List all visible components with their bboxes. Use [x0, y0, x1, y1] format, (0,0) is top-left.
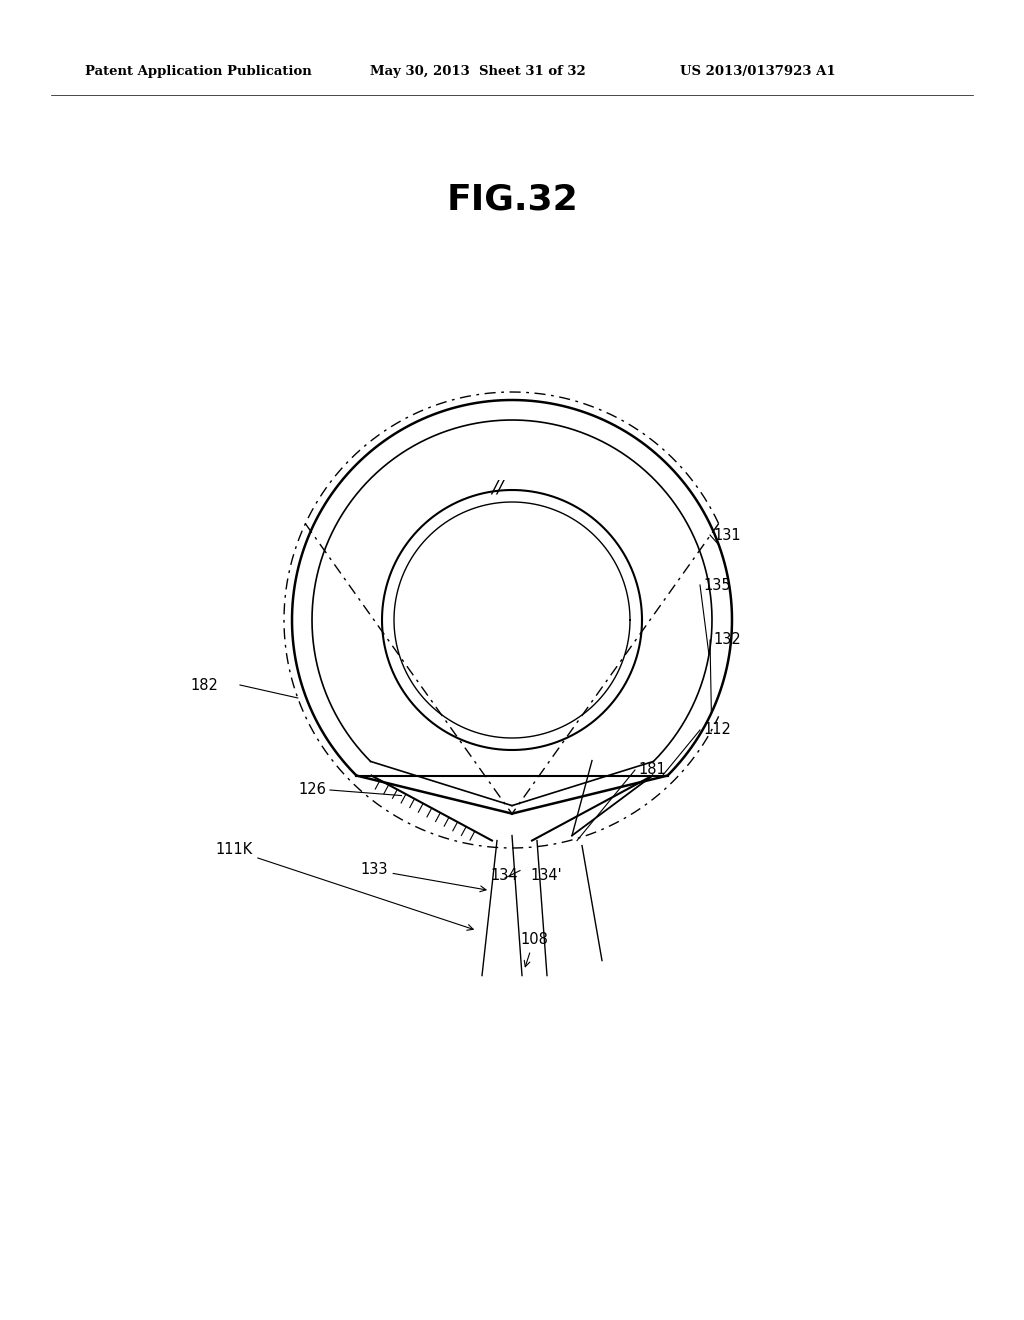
Text: 134': 134': [530, 867, 561, 883]
Text: 135: 135: [703, 578, 731, 593]
Text: 112: 112: [703, 722, 731, 738]
Text: US 2013/0137923 A1: US 2013/0137923 A1: [680, 66, 836, 78]
Text: 132: 132: [713, 632, 740, 648]
Text: May 30, 2013  Sheet 31 of 32: May 30, 2013 Sheet 31 of 32: [370, 66, 586, 78]
Text: 181: 181: [638, 763, 666, 777]
Text: 134: 134: [490, 867, 517, 883]
Text: 131: 131: [713, 528, 740, 543]
Text: 126: 126: [298, 783, 326, 797]
Text: FIG.32: FIG.32: [446, 183, 578, 216]
Text: 182: 182: [190, 677, 218, 693]
Text: 111K: 111K: [215, 842, 473, 931]
Text: 108: 108: [520, 932, 548, 966]
Text: //: //: [490, 479, 503, 498]
Text: Patent Application Publication: Patent Application Publication: [85, 66, 311, 78]
Text: 133: 133: [360, 862, 486, 892]
